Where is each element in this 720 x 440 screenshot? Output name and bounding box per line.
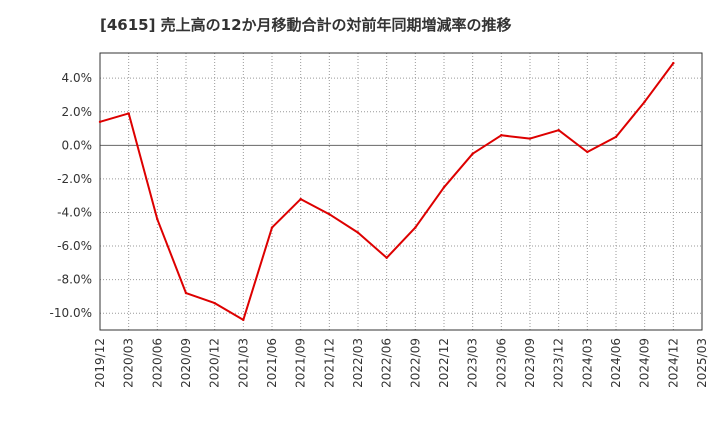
data-point (156, 218, 159, 221)
x-tick-label: 2019/12 (93, 338, 107, 388)
data-point (442, 186, 446, 189)
x-tick-label: 2021/12 (322, 338, 336, 388)
x-tick-label: 2025/03 (695, 338, 709, 388)
x-tick-label: 2024/06 (609, 338, 623, 388)
x-tick-label: 2020/06 (150, 338, 164, 388)
data-point (270, 226, 274, 229)
y-tick-label: 0.0% (62, 138, 93, 152)
x-tick-label: 2022/12 (437, 338, 451, 388)
x-tick-label: 2020/03 (122, 338, 136, 388)
data-point (614, 135, 618, 139)
grid (99, 53, 703, 330)
tick-labels: 4.0% 2.0% 0.0% -2.0% -4.0% -6.0% -8.0% -10.0% 20… (50, 71, 709, 388)
x-tick-label: 2020/09 (179, 338, 193, 388)
x-tick-label: 2021/09 (294, 338, 308, 388)
x-tick-label: 2024/03 (580, 338, 594, 388)
data-point (672, 61, 675, 65)
x-tick-label: 2021/03 (236, 338, 250, 388)
y-tick-label: 2.0% (62, 105, 93, 119)
chart-title: [4615] 売上高の12か月移動合計の対前年同期増減率の推移 (100, 16, 512, 34)
x-tick-label: 2022/06 (380, 338, 394, 388)
x-tick-label: 2020/12 (208, 338, 222, 388)
data-point (471, 152, 474, 155)
data-point (528, 137, 532, 140)
data-point (184, 291, 188, 295)
y-tick-label: -8.0% (57, 273, 92, 287)
data-point (586, 150, 589, 154)
y-tick-label: -10.0% (50, 306, 92, 320)
data-point (557, 129, 560, 132)
plot-frame (99, 52, 703, 331)
x-tick-label: 2024/09 (638, 338, 652, 388)
data-point (98, 120, 102, 124)
data-point (385, 256, 388, 260)
x-tick-label: 2024/12 (666, 338, 680, 388)
y-tick-label: 4.0% (62, 71, 93, 85)
data-point (127, 112, 130, 115)
x-tick-label: 2023/06 (494, 338, 508, 388)
data-point (643, 100, 646, 103)
x-tick-label: 2022/09 (408, 338, 422, 388)
x-tick-label: 2023/03 (466, 338, 480, 388)
axes (99, 52, 703, 331)
y-tick-label: -6.0% (57, 239, 92, 253)
y-tick-label: -4.0% (57, 205, 92, 219)
data-point (414, 226, 417, 229)
data-point (500, 134, 503, 137)
data-point (299, 197, 302, 201)
x-tick-label: 2023/09 (523, 338, 537, 388)
y-tick-label: -2.0% (57, 172, 92, 186)
x-tick-label: 2023/12 (552, 338, 566, 388)
data-point (242, 318, 245, 322)
series (98, 61, 675, 322)
x-tick-label: 2022/03 (351, 338, 365, 388)
data-point (328, 212, 331, 216)
data-point (213, 301, 216, 305)
x-tick-label: 2021/06 (265, 338, 279, 388)
data-point (356, 231, 360, 234)
